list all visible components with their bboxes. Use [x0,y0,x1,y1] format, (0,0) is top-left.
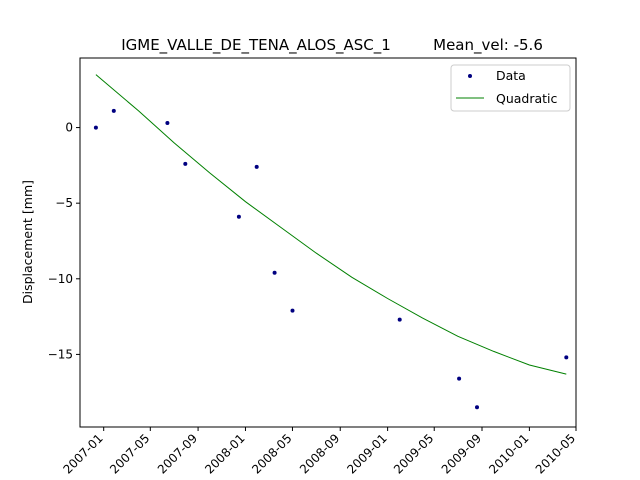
chart-title: IGME_VALLE_DE_TENA_ALOS_ASC_1 [121,36,391,55]
data-point [475,405,479,410]
data-point [236,214,241,219]
y-tick-label: −10 [48,272,73,286]
x-tick-label: 2009-05 [391,431,436,476]
legend-label-quadratic: Quadratic [496,91,558,106]
legend-label-data: Data [496,68,526,83]
x-tick-label: 2008-01 [202,431,247,476]
data-point [564,355,569,360]
y-axis: 0 −5 −10 −15 [48,121,80,361]
data-point [290,308,295,313]
data-point [93,125,98,130]
data-point [254,164,259,169]
quadratic-fit-line [95,74,567,375]
y-axis-label: Displacement [mm] [20,180,35,304]
data-point [457,376,462,381]
legend-box [450,64,571,112]
x-tick-label: 2008-05 [249,431,294,476]
plot-area [93,74,569,410]
x-tick-label: 2009-09 [439,431,484,476]
data-point [165,121,170,125]
y-tick-label: 0 [65,121,73,135]
x-tick-label: 2010-05 [533,431,578,476]
data-point [272,270,277,275]
data-point [111,108,116,113]
plot-frame [79,57,577,428]
chart-subtitle: Mean_vel: -5.6 [433,36,543,55]
x-tick-label: 2007-01 [60,431,105,476]
x-axis: 2007-01 2007-05 2007-09 2008-01 2008-05 2008-… [60,427,578,477]
x-tick-label: 2010-01 [486,431,531,476]
data-point [397,317,402,322]
x-tick-label: 2007-09 [155,431,200,476]
legend: Data Quadratic [450,64,571,112]
legend-data-marker [468,74,472,78]
y-tick-label: −15 [48,347,73,361]
x-tick-label: 2009-01 [344,431,389,476]
x-tick-label: 2007-05 [107,431,152,476]
data-point [183,161,188,166]
x-tick-label: 2008-09 [297,431,342,476]
y-tick-label: −5 [55,196,73,210]
